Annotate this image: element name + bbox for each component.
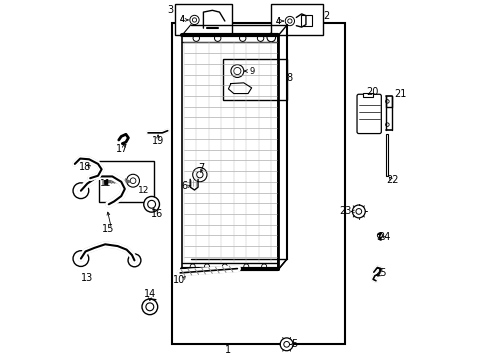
Text: 14: 14 bbox=[143, 289, 156, 298]
Circle shape bbox=[130, 178, 136, 184]
Circle shape bbox=[147, 201, 155, 208]
Bar bbox=[171, 23, 344, 344]
FancyBboxPatch shape bbox=[356, 94, 381, 134]
Circle shape bbox=[355, 208, 361, 214]
Bar bbox=[271, 4, 323, 35]
Circle shape bbox=[196, 171, 203, 178]
Circle shape bbox=[222, 264, 227, 269]
Circle shape bbox=[190, 264, 195, 269]
Circle shape bbox=[145, 303, 153, 311]
Text: 15: 15 bbox=[102, 224, 114, 234]
Text: 20: 20 bbox=[365, 87, 378, 98]
Circle shape bbox=[257, 35, 263, 41]
Text: 1: 1 bbox=[225, 345, 231, 355]
Text: 18: 18 bbox=[79, 162, 91, 172]
Text: 3: 3 bbox=[167, 5, 173, 15]
Text: 19: 19 bbox=[152, 136, 164, 146]
Bar bbox=[99, 161, 154, 202]
Circle shape bbox=[244, 264, 248, 269]
Circle shape bbox=[189, 15, 199, 24]
Text: 12: 12 bbox=[138, 185, 149, 194]
Text: 4: 4 bbox=[180, 15, 185, 24]
Text: 23: 23 bbox=[339, 206, 351, 216]
Text: 4: 4 bbox=[179, 15, 184, 24]
Text: 4: 4 bbox=[275, 17, 280, 26]
Bar bbox=[175, 4, 231, 35]
Bar bbox=[300, 15, 312, 26]
Text: 11: 11 bbox=[99, 179, 111, 188]
Text: 4: 4 bbox=[275, 17, 281, 26]
Bar bbox=[363, 93, 372, 97]
Bar bbox=[385, 134, 387, 176]
Circle shape bbox=[282, 25, 288, 32]
Circle shape bbox=[261, 264, 266, 269]
Circle shape bbox=[126, 174, 139, 187]
Circle shape bbox=[142, 299, 157, 315]
Circle shape bbox=[283, 342, 289, 347]
Text: 16: 16 bbox=[150, 209, 163, 219]
Text: 8: 8 bbox=[285, 73, 292, 83]
Circle shape bbox=[192, 18, 196, 22]
Circle shape bbox=[280, 338, 292, 351]
Text: 9: 9 bbox=[248, 67, 254, 76]
Circle shape bbox=[385, 100, 388, 103]
Circle shape bbox=[204, 264, 209, 269]
Text: 10: 10 bbox=[173, 275, 185, 285]
Text: 2: 2 bbox=[323, 11, 329, 21]
Circle shape bbox=[192, 167, 206, 182]
Text: 21: 21 bbox=[394, 89, 406, 99]
Circle shape bbox=[352, 205, 365, 218]
Text: 13: 13 bbox=[81, 273, 93, 283]
Circle shape bbox=[128, 254, 141, 267]
Circle shape bbox=[287, 19, 291, 23]
Text: 7: 7 bbox=[198, 163, 204, 173]
Circle shape bbox=[385, 123, 388, 126]
Circle shape bbox=[285, 17, 294, 26]
Bar bbox=[223, 59, 287, 100]
Circle shape bbox=[266, 33, 275, 42]
Circle shape bbox=[239, 35, 245, 41]
Text: 6: 6 bbox=[181, 181, 187, 192]
Bar bbox=[182, 35, 278, 269]
Text: 5: 5 bbox=[291, 339, 297, 349]
Text: 22: 22 bbox=[386, 175, 398, 185]
Circle shape bbox=[73, 183, 88, 199]
Text: 17: 17 bbox=[116, 144, 128, 154]
Circle shape bbox=[73, 251, 88, 266]
Text: 24: 24 bbox=[378, 232, 390, 242]
Circle shape bbox=[377, 233, 382, 238]
Text: 25: 25 bbox=[374, 268, 386, 278]
Circle shape bbox=[230, 64, 244, 77]
Circle shape bbox=[193, 35, 199, 41]
Circle shape bbox=[233, 67, 241, 75]
Circle shape bbox=[143, 197, 159, 212]
Circle shape bbox=[214, 35, 221, 41]
